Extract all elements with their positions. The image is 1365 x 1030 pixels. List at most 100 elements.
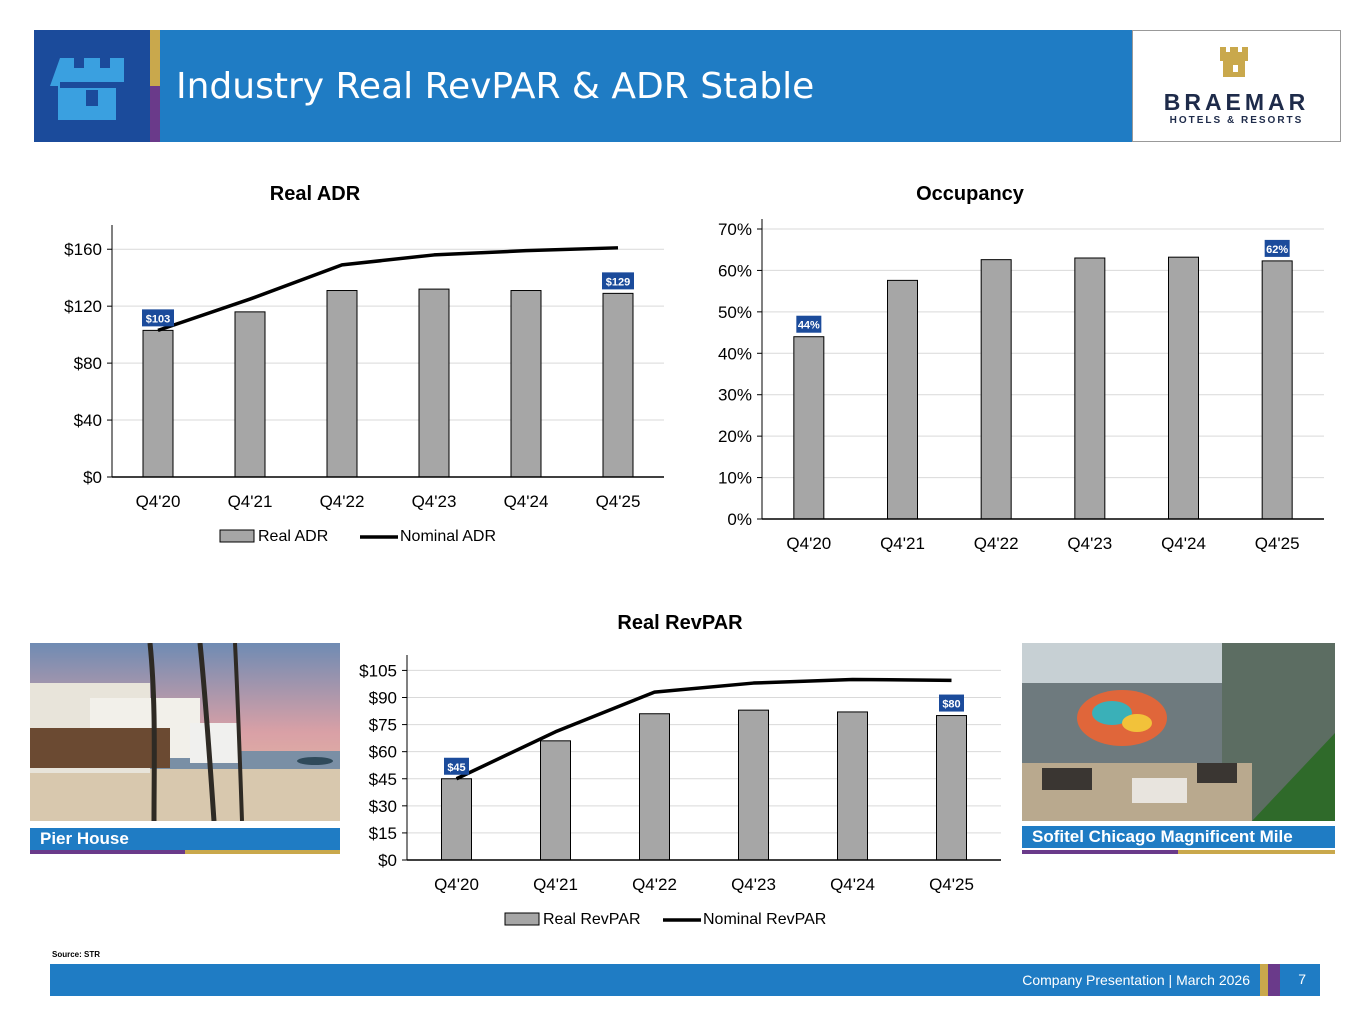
data-label: 62% xyxy=(1266,244,1288,256)
legend-label: Real ADR xyxy=(258,528,328,545)
bar-occ-0 xyxy=(793,336,825,520)
y-tick-label: $40 xyxy=(74,411,102,430)
braemar-logo: BRAEMAR HOTELS & RESORTS xyxy=(1132,30,1341,142)
data-label-bg xyxy=(796,315,822,333)
y-tick-label: 20% xyxy=(718,427,752,446)
photo-caption-pier-house: Pier House xyxy=(30,828,340,850)
legend-swatch-bar xyxy=(219,529,255,543)
legend-label: Nominal RevPAR xyxy=(703,911,826,928)
footer-bar: Company Presentation | March 2026 7 xyxy=(50,964,1320,996)
beach-sunset-image xyxy=(30,643,340,821)
bar-revpar-4 xyxy=(837,711,868,861)
bar-revpar-1 xyxy=(540,740,571,861)
logo-castle-icon xyxy=(1220,47,1248,77)
bar-adr-2 xyxy=(326,290,358,478)
x-tick-label: Q4'21 xyxy=(880,534,925,553)
bar-occ-4 xyxy=(1168,256,1199,520)
bar-adr-4 xyxy=(510,290,542,478)
header-banner: Industry Real RevPAR & ADR Stable BRAEMA… xyxy=(34,30,1341,142)
bar-occ-3 xyxy=(1074,257,1106,520)
data-label: 44% xyxy=(798,320,820,332)
bar-occ-1 xyxy=(887,279,918,520)
y-tick-label: $120 xyxy=(64,297,102,316)
data-label: $129 xyxy=(606,276,630,288)
bar-revpar-0 xyxy=(441,778,472,861)
x-tick-label: Q4'25 xyxy=(1255,534,1300,553)
x-tick-label: Q4'21 xyxy=(228,492,273,511)
chart-occupancy: 0% 10% 20% 30% 40% 50% 60% 70% Q4'20 Q4'21 Q4'22 Q4… xyxy=(718,219,1324,553)
bar-adr-5 xyxy=(602,292,634,478)
y-tick-label: $0 xyxy=(378,851,397,870)
header-accent-purple xyxy=(150,86,160,142)
source-note: Source: STR xyxy=(52,950,101,959)
footer-accent-purple xyxy=(1268,964,1280,996)
data-label: $80 xyxy=(942,699,960,711)
x-tick-label: Q4'23 xyxy=(412,492,457,511)
caption-strip-purple xyxy=(30,850,185,854)
bar-revpar-3 xyxy=(738,709,769,861)
bar-adr-0 xyxy=(142,329,174,478)
legend-label: Nominal ADR xyxy=(400,528,496,545)
photo-pier-house xyxy=(30,643,340,821)
legend-swatch-bar xyxy=(504,912,540,926)
caption-strip-purple-right xyxy=(1022,850,1178,854)
data-label-bg xyxy=(939,694,964,712)
bar-occ-5 xyxy=(1261,260,1293,520)
x-tick-label: Q4'24 xyxy=(1161,534,1206,553)
logo-subtitle: HOTELS & RESORTS xyxy=(1169,115,1304,126)
x-tick-label: Q4'22 xyxy=(974,534,1019,553)
x-tick-label: Q4'25 xyxy=(596,492,641,511)
data-label-bg xyxy=(1264,239,1290,257)
caption-strip-gold-right xyxy=(1178,850,1335,854)
header-title-bar xyxy=(160,30,1132,142)
bar-adr-3 xyxy=(418,288,450,478)
y-tick-label: 60% xyxy=(718,261,752,280)
x-tick-label: Q4'24 xyxy=(504,492,549,511)
y-tick-label: $15 xyxy=(369,824,397,843)
bar-occ-2 xyxy=(980,259,1012,520)
chart-title-occupancy: Occupancy xyxy=(916,183,1024,205)
data-label: $45 xyxy=(447,762,465,774)
y-tick-label: $90 xyxy=(369,689,397,708)
y-tick-label: 50% xyxy=(718,303,752,322)
x-tick-label: Q4'20 xyxy=(786,534,831,553)
y-tick-label: $30 xyxy=(369,797,397,816)
x-tick-label: Q4'25 xyxy=(929,875,974,894)
castle-icon xyxy=(50,58,124,120)
data-label-bg xyxy=(142,309,174,327)
line-revpar xyxy=(455,677,952,781)
page-title: Industry Real RevPAR & ADR Stable xyxy=(176,66,815,107)
footer-text: Company Presentation | March 2026 xyxy=(1022,972,1250,988)
y-tick-label: $80 xyxy=(74,354,102,373)
y-tick-label: 40% xyxy=(718,344,752,363)
bar-revpar-5 xyxy=(936,715,967,861)
footer-accent-gold xyxy=(1260,964,1268,996)
bar-revpar-2 xyxy=(639,713,670,861)
y-tick-label: 30% xyxy=(718,386,752,405)
x-tick-label: Q4'23 xyxy=(731,875,776,894)
y-tick-label: 10% xyxy=(718,469,752,488)
y-tick-label: $105 xyxy=(359,661,397,680)
data-label-bg xyxy=(602,272,634,290)
x-tick-label: Q4'20 xyxy=(136,492,181,511)
y-tick-label: 70% xyxy=(718,220,752,239)
y-tick-label: $45 xyxy=(369,770,397,789)
line-adr xyxy=(157,246,619,333)
photo-sofitel-chicago xyxy=(1022,643,1335,821)
chart-title-revpar: Real RevPAR xyxy=(617,612,743,634)
photo-caption-sofitel: Sofitel Chicago Magnificent Mile xyxy=(1022,826,1335,848)
y-tick-label: $160 xyxy=(64,240,102,259)
x-tick-label: Q4'23 xyxy=(1067,534,1112,553)
x-tick-label: Q4'22 xyxy=(632,875,677,894)
y-tick-label: 0% xyxy=(727,510,752,529)
chart-adr: $0 $40 $80 $120 $160 Q4'20 Q4'21 Q4'22 Q4'23 Q4'2… xyxy=(64,225,664,545)
x-tick-label: Q4'21 xyxy=(533,875,578,894)
legend-label: Real RevPAR xyxy=(543,911,641,928)
y-tick-label: $60 xyxy=(369,743,397,762)
patio-image xyxy=(1022,643,1335,821)
caption-strip-gold xyxy=(185,850,340,854)
data-label-bg xyxy=(444,757,469,775)
chart-title-adr: Real ADR xyxy=(269,183,361,205)
bar-adr-1 xyxy=(234,311,266,478)
y-tick-label: $0 xyxy=(83,468,102,487)
